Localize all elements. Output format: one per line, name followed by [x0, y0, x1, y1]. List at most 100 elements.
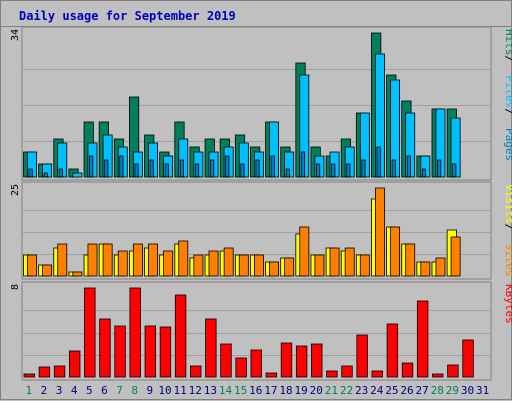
y-max-label: 25	[10, 184, 21, 196]
bar-sites	[269, 261, 279, 277]
bar-sites	[148, 243, 158, 277]
bar-pages	[285, 168, 290, 178]
bar-sites	[284, 257, 295, 277]
bar-pages	[134, 163, 139, 178]
bar-pages	[194, 163, 200, 178]
legend-sites: Sites	[503, 243, 512, 276]
bar-sites	[375, 187, 385, 277]
x-tick-label: 19	[295, 384, 308, 397]
x-tick-label: 1	[25, 384, 32, 397]
legend: KBytes	[503, 284, 512, 324]
x-tick-label: 22	[340, 384, 353, 397]
legend-files: Files	[503, 75, 512, 108]
panel-2: 25 Visits / Sites	[10, 181, 512, 280]
bar-kbytes	[84, 287, 96, 378]
chart-title: Daily usage for September 2019	[19, 9, 236, 23]
bar-kbytes	[265, 372, 278, 378]
x-tick-label: 10	[158, 384, 171, 397]
x-tick-label: 15	[234, 384, 247, 397]
x-tick-label: 18	[279, 384, 292, 397]
bar-sites	[208, 250, 219, 277]
x-tick-label: 16	[249, 384, 262, 397]
legend-separator: /	[503, 108, 512, 115]
bar-pages	[210, 159, 215, 178]
bar-kbytes	[311, 343, 323, 378]
bar-pages	[406, 155, 411, 178]
bar-pages	[58, 168, 63, 178]
bar-pages	[300, 151, 306, 178]
bar-pages	[452, 163, 457, 178]
legend-hits: Hits	[503, 29, 512, 56]
y-max-label: 34	[10, 29, 21, 41]
panel-1: 34 Hits / Files / Pages	[10, 26, 512, 181]
bar-sites	[405, 243, 416, 277]
x-tick-label: 14	[219, 384, 233, 397]
x-tick-label: 5	[86, 384, 93, 397]
bar-kbytes	[295, 345, 308, 378]
bar-kbytes	[371, 370, 383, 378]
bar-sites	[163, 250, 174, 277]
bar-kbytes	[280, 342, 293, 378]
bar-kbytes	[416, 300, 429, 378]
bar-pages	[225, 155, 230, 178]
x-tick-label: 8	[131, 384, 138, 397]
bar-kbytes	[326, 370, 338, 378]
bar-kbytes	[144, 325, 157, 378]
bar-kbytes	[114, 325, 126, 378]
bar-kbytes	[250, 349, 262, 378]
x-tick-label: 11	[173, 384, 186, 397]
bar-pages	[43, 172, 48, 178]
x-tick-label: 30	[461, 384, 474, 397]
x-tick-label: 28	[431, 384, 444, 397]
bar-sites	[299, 226, 310, 277]
bar-kbytes	[68, 350, 81, 378]
bar-pages	[89, 155, 94, 178]
bar-kbytes	[447, 364, 459, 378]
bar-sites	[329, 247, 340, 277]
bar-sites	[87, 243, 98, 277]
bar-kbytes	[159, 326, 172, 378]
bar-sites	[253, 254, 264, 277]
x-tick-label: 20	[310, 384, 323, 397]
bar-kbytes	[53, 365, 66, 378]
bar-pages	[437, 159, 442, 178]
bar-pages	[391, 159, 396, 178]
bar-kbytes	[356, 334, 368, 378]
bar-kbytes	[205, 318, 217, 378]
bar-sites	[435, 257, 446, 277]
x-tick-label: 31	[476, 384, 489, 397]
bar-pages	[149, 159, 154, 178]
bar-kbytes	[129, 287, 141, 378]
bar-kbytes	[174, 294, 187, 378]
bar-kbytes	[462, 339, 474, 378]
x-tick-label: 9	[147, 384, 154, 397]
bar-kbytes	[341, 365, 353, 378]
bar-pages	[240, 163, 245, 178]
bar-sites	[238, 254, 249, 277]
bar-sites	[178, 240, 189, 277]
bar-sites	[359, 254, 370, 277]
legend-separator: /	[503, 224, 512, 231]
bar-pages	[376, 146, 381, 178]
x-tick-label: 13	[204, 384, 217, 397]
bar-pages	[119, 155, 124, 178]
bar-sites	[420, 261, 431, 277]
x-tick-label: 7	[116, 384, 123, 397]
bar-sites	[102, 243, 113, 277]
legend-visits: Visits	[503, 184, 512, 224]
bar-sites	[42, 264, 53, 277]
bar-kbytes	[190, 365, 202, 378]
bar-kbytes	[220, 343, 232, 378]
x-tick-label: 26	[400, 384, 413, 397]
bar-pages	[316, 163, 321, 178]
bar-sites	[193, 254, 204, 277]
x-tick-label: 21	[325, 384, 338, 397]
legend-kbytes: KBytes	[503, 284, 512, 324]
bar-sites	[117, 250, 128, 277]
bar-files	[72, 172, 83, 178]
legend: Hits / Files / Pages	[503, 29, 512, 161]
bar-kbytes	[38, 366, 51, 378]
bar-pages	[421, 168, 427, 178]
bar-kbytes	[401, 362, 414, 378]
bar-kbytes	[235, 357, 247, 378]
